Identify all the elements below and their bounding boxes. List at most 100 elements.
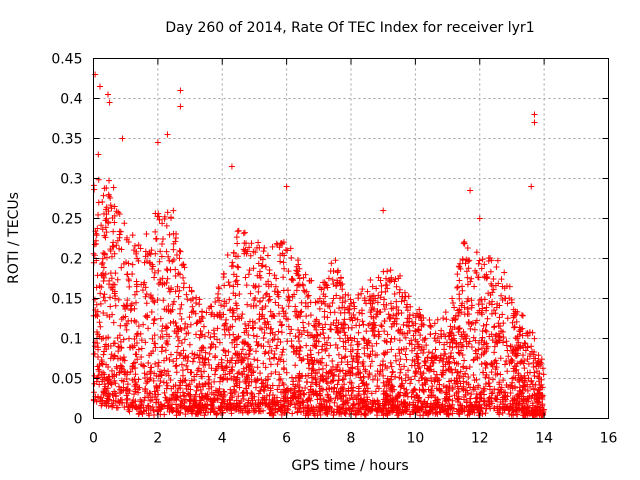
data-point — [395, 328, 402, 335]
data-point — [480, 322, 487, 329]
data-point — [455, 326, 462, 333]
data-point — [471, 283, 478, 290]
data-point — [282, 409, 289, 416]
data-point — [147, 293, 154, 300]
data-point — [380, 405, 387, 412]
data-point — [381, 318, 388, 325]
data-point — [142, 248, 149, 255]
data-point — [509, 375, 516, 382]
data-point — [241, 354, 248, 361]
data-point — [262, 399, 269, 406]
data-point — [316, 284, 323, 291]
data-point — [361, 391, 368, 398]
data-point — [287, 245, 294, 252]
data-point — [533, 363, 540, 370]
data-point — [389, 402, 396, 409]
data-point — [278, 322, 285, 329]
data-point — [207, 401, 214, 408]
data-point — [259, 380, 266, 387]
data-point — [168, 214, 175, 221]
data-point — [147, 251, 154, 258]
data-point — [427, 363, 434, 370]
data-point — [318, 346, 325, 353]
data-point — [179, 372, 186, 379]
data-point — [342, 400, 349, 407]
data-point — [219, 410, 226, 417]
data-point — [233, 234, 240, 241]
data-point — [99, 198, 106, 205]
data-point — [148, 309, 155, 316]
data-point — [285, 303, 292, 310]
data-point — [498, 292, 505, 299]
data-point — [360, 363, 367, 370]
y-tick-label: 0.4 — [60, 92, 82, 108]
data-point — [280, 358, 287, 365]
data-point — [254, 401, 261, 408]
data-point — [182, 396, 189, 403]
data-point — [464, 245, 471, 252]
data-point — [391, 320, 398, 327]
data-point — [111, 250, 118, 257]
data-point — [235, 333, 242, 340]
data-point — [273, 275, 280, 282]
data-point — [283, 369, 290, 376]
data-point — [100, 351, 107, 358]
data-point — [402, 391, 409, 398]
data-point — [172, 273, 179, 280]
data-point — [320, 330, 327, 337]
data-point — [234, 263, 241, 270]
data-point — [229, 364, 236, 371]
data-point — [110, 239, 117, 246]
data-point — [243, 240, 250, 247]
data-point — [393, 406, 400, 413]
data-point — [226, 331, 233, 338]
data-point — [96, 381, 103, 388]
data-point — [303, 342, 310, 349]
data-point — [489, 376, 496, 383]
data-point — [421, 358, 428, 365]
data-point — [327, 309, 334, 316]
data-point — [207, 303, 214, 310]
data-point — [157, 315, 164, 322]
data-point — [377, 362, 384, 369]
data-point — [262, 291, 269, 298]
x-tick-labels: 0 2 4 6 8 10 12 14 16 — [89, 431, 617, 447]
data-point — [151, 316, 158, 323]
data-point — [426, 367, 433, 374]
data-point — [191, 373, 198, 380]
data-point — [323, 282, 330, 289]
data-point — [245, 409, 252, 416]
data-point — [313, 337, 320, 344]
data-point — [349, 364, 356, 371]
data-point — [526, 353, 533, 360]
data-point — [227, 324, 234, 331]
y-tick-label: 0.35 — [51, 132, 82, 148]
data-point — [227, 401, 234, 408]
data-point — [420, 321, 427, 328]
data-point — [449, 384, 456, 391]
data-point — [459, 351, 466, 358]
data-point — [474, 309, 481, 316]
data-point — [198, 345, 205, 352]
data-point — [432, 330, 439, 337]
data-point — [234, 402, 241, 409]
data-point — [277, 318, 284, 325]
data-point — [335, 377, 342, 384]
data-point — [461, 357, 468, 364]
data-point — [101, 232, 108, 239]
data-point — [493, 360, 500, 367]
data-point — [116, 211, 123, 218]
data-point — [355, 340, 362, 347]
data-point — [364, 339, 371, 346]
data-point — [100, 309, 107, 316]
data-point — [100, 210, 107, 217]
data-point — [121, 357, 128, 364]
data-point — [123, 259, 130, 266]
data-point — [478, 351, 485, 358]
data-point — [532, 408, 539, 415]
data-point — [267, 308, 274, 315]
data-point — [510, 312, 517, 319]
data-point — [157, 401, 164, 408]
data-point — [127, 402, 134, 409]
data-point — [269, 243, 276, 250]
